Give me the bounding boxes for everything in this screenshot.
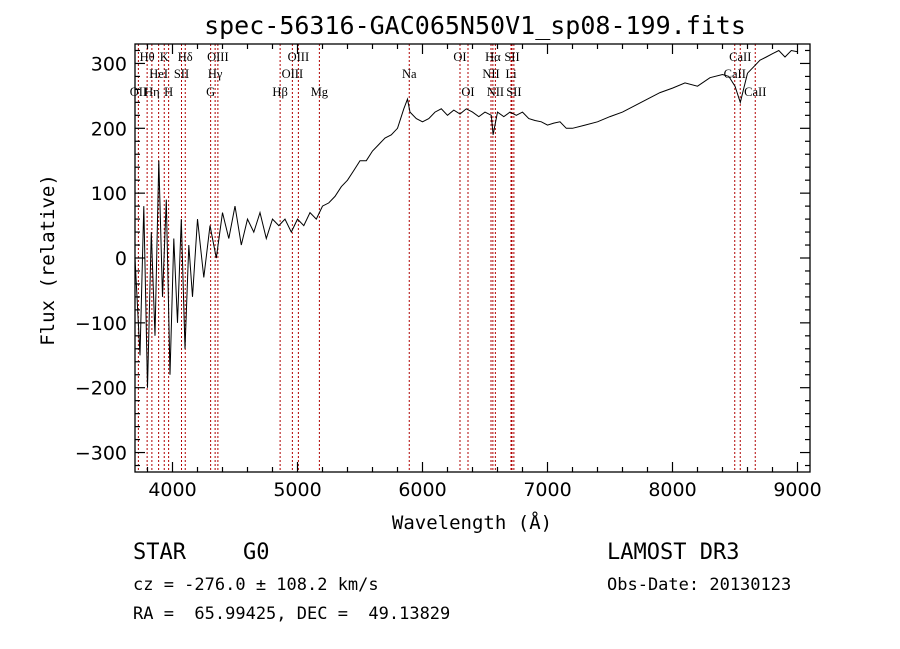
survey-name: LAMOST DR3 (607, 540, 740, 565)
coordinates-readout: RA = 65.99425, DEC = 49.13829 (133, 604, 451, 624)
line-marker-label: Hα (485, 50, 501, 64)
line-marker-label: SII (506, 85, 521, 99)
x-tick-label: 7000 (523, 479, 571, 501)
object-subclass: G0 (243, 540, 270, 565)
x-tick-label: 6000 (398, 479, 446, 501)
line-marker-label: OIII (288, 50, 310, 64)
x-tick-label: 9000 (773, 479, 821, 501)
y-tick-label: −200 (75, 378, 127, 400)
line-marker-label: SII (174, 67, 189, 81)
object-class: STAR (133, 540, 186, 565)
line-marker-label: OI (453, 50, 466, 64)
line-marker-label: OII (130, 85, 147, 99)
observation-date: Obs-Date: 20130123 (607, 575, 792, 595)
line-marker-label: Hβ (272, 85, 287, 99)
emission-line-labels: OIIHθHηHeIKHSIIHδGHγOIIIHβOIIIOIIIMgNaOI… (130, 50, 767, 99)
x-tick-label: 4000 (148, 479, 196, 501)
line-marker-label: K (160, 50, 169, 64)
x-axis-ticks: 4000 5000 6000 7000 8000 9000 (146, 44, 822, 501)
line-marker-label: HeI (149, 67, 168, 81)
line-marker-label: G (206, 85, 215, 99)
line-marker-label: CaII (729, 50, 751, 64)
line-marker-label: Li (505, 67, 517, 81)
line-marker-label: Mg (311, 85, 329, 99)
line-marker-label: CaII (724, 67, 746, 81)
y-tick-label: −100 (75, 313, 127, 335)
line-marker-label: Na (402, 67, 417, 81)
chart-title: spec-56316-GAC065N50V1_sp08-199.fits (204, 11, 746, 40)
plot-frame (134, 43, 811, 473)
line-marker-label: NII (487, 85, 504, 99)
line-marker-label: Hγ (208, 67, 223, 81)
line-marker-label: SII (504, 50, 519, 64)
line-marker-label: NII (482, 67, 499, 81)
line-marker-label: OIII (282, 67, 304, 81)
y-axis-ticks: −300 −200 −100 0 100 200 300 (75, 49, 810, 467)
line-marker-label: Hθ (140, 50, 155, 64)
line-marker-label: Hδ (178, 50, 193, 64)
line-marker-label: H (164, 85, 173, 99)
line-marker-label: OIII (207, 50, 229, 64)
x-axis-label: Wavelength (Å) (392, 511, 552, 534)
y-tick-label: 300 (91, 53, 127, 75)
spectrum-line (134, 49, 798, 388)
line-marker-label: Hη (144, 85, 160, 99)
line-marker-label: CaII (744, 85, 766, 99)
x-tick-label: 8000 (648, 479, 696, 501)
x-tick-label: 5000 (273, 479, 321, 501)
y-tick-label: 200 (91, 118, 127, 140)
y-axis-label: Flux (relative) (37, 174, 59, 346)
y-tick-label: −300 (75, 443, 127, 465)
emission-line-markers (137, 44, 756, 472)
line-marker-label: OI (461, 85, 474, 99)
redshift-readout: cz = -276.0 ± 108.2 km/s (133, 575, 379, 595)
y-tick-label: 100 (91, 183, 127, 205)
y-tick-label: 0 (115, 248, 127, 270)
